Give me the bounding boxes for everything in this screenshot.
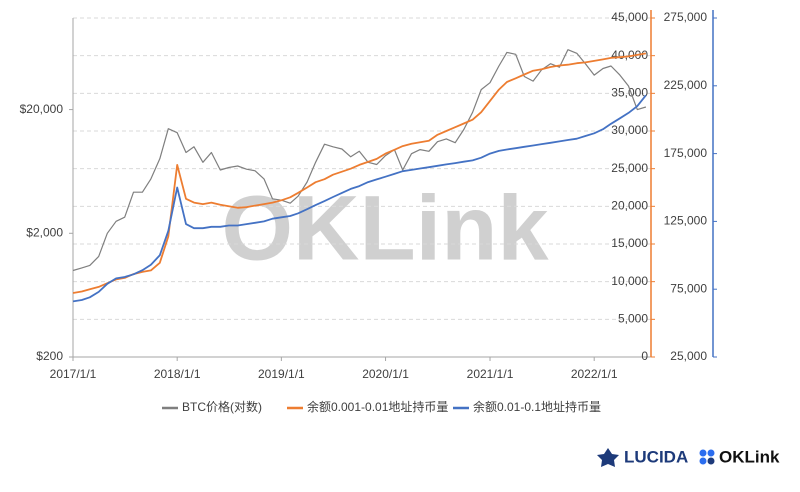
series-line xyxy=(72,49,647,272)
y2-tick-label: 0 xyxy=(641,349,648,363)
oklink-icon xyxy=(699,449,707,457)
series-line xyxy=(72,94,647,303)
y2-tick-label: 25,000 xyxy=(611,161,648,175)
y2-tick-label: 15,000 xyxy=(611,236,648,250)
y3-tick-label: 25,000 xyxy=(670,349,707,363)
y2-tick-label: 10,000 xyxy=(611,274,648,288)
x-tick-label: 2018/1/1 xyxy=(154,367,201,381)
legend-label: BTC价格(对数) xyxy=(182,399,262,414)
oklink-icon xyxy=(707,457,715,465)
y2-tick-label: 30,000 xyxy=(611,123,648,137)
x-tick-label: 2021/1/1 xyxy=(467,367,514,381)
legend-label: 余额0.001-0.01地址持币量 xyxy=(307,399,448,414)
y3-tick-label: 275,000 xyxy=(664,10,708,24)
oklink-icon xyxy=(707,449,715,457)
x-tick-label: 2017/1/1 xyxy=(50,367,97,381)
lucida-logo: LUCIDA xyxy=(597,447,688,467)
y3-tick-label: 225,000 xyxy=(664,78,708,92)
y-tick-label: $20,000 xyxy=(20,102,64,116)
y2-tick-label: 5,000 xyxy=(618,312,648,326)
y3-tick-label: 125,000 xyxy=(664,214,708,228)
y2-tick-label: 20,000 xyxy=(611,199,648,213)
series-line xyxy=(72,52,647,294)
x-tick-label: 2022/1/1 xyxy=(571,367,618,381)
x-tick-label: 2020/1/1 xyxy=(362,367,409,381)
x-tick-label: 2019/1/1 xyxy=(258,367,305,381)
y3-tick-label: 75,000 xyxy=(670,281,707,295)
y3-tick-label: 175,000 xyxy=(664,146,708,160)
y2-tick-label: 45,000 xyxy=(611,10,648,24)
oklink-text: OKLink xyxy=(719,447,780,466)
y2-tick-label: 35,000 xyxy=(611,86,648,100)
lucida-text: LUCIDA xyxy=(624,447,688,466)
oklink-icon xyxy=(699,457,707,465)
lucida-icon xyxy=(597,448,619,467)
oklink-logo: OKLink xyxy=(699,447,780,466)
y-tick-label: $2,000 xyxy=(26,225,63,239)
y2-tick-label: 40,000 xyxy=(611,48,648,62)
y-tick-label: $200 xyxy=(36,349,63,363)
legend-label: 余额0.01-0.1地址持币量 xyxy=(473,399,601,414)
watermark: OKLink xyxy=(221,177,549,279)
